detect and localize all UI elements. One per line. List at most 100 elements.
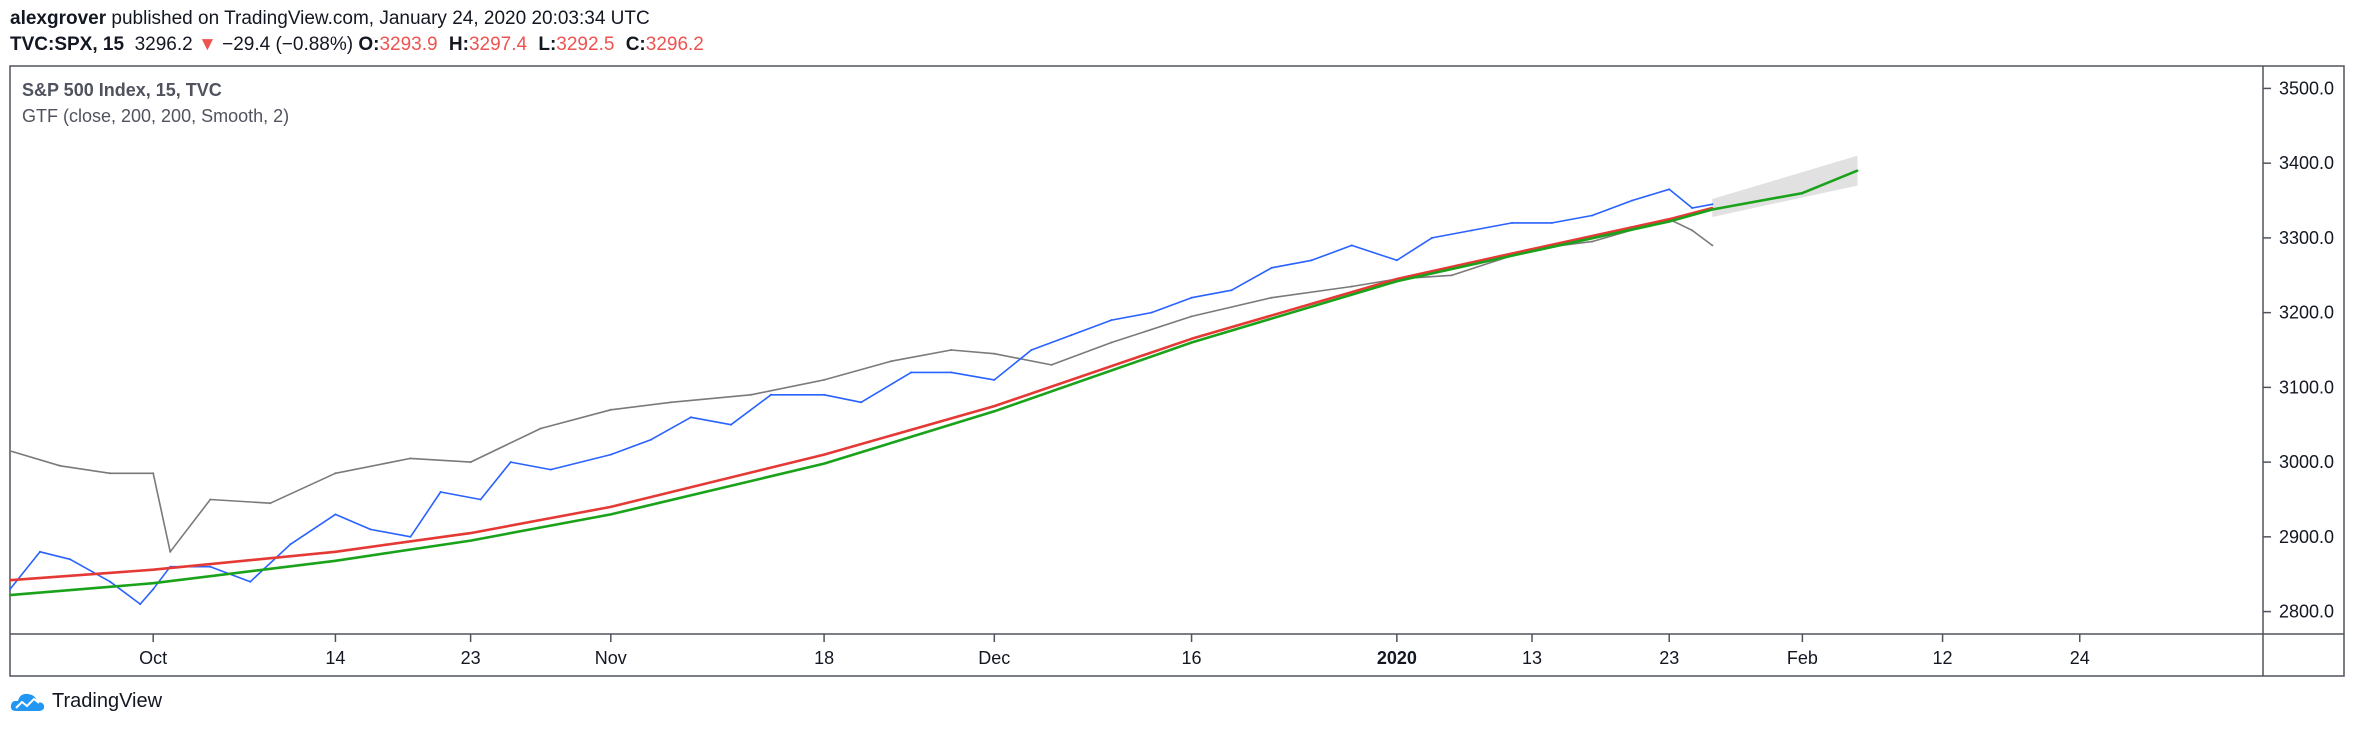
series-2-point	[1190, 337, 1193, 340]
series-3-point	[993, 410, 996, 413]
series-2-point	[1668, 218, 1671, 221]
x-tick-label: Feb	[1787, 648, 1818, 668]
x-tick-label: 2020	[1377, 648, 1417, 668]
series-0-point	[609, 408, 612, 411]
last-price: 3296.2	[134, 34, 193, 55]
tradingview-logo[interactable]: TradingView	[10, 690, 162, 713]
series-line-3	[9, 169, 1858, 597]
x-tick-label: 24	[2070, 648, 2090, 668]
low-label: L:	[538, 34, 557, 55]
series-line-1	[9, 188, 1713, 605]
legend-title[interactable]: S&P 500 Index, 15, TVC	[22, 80, 222, 100]
series-3-point	[1801, 192, 1804, 195]
open-label: O:	[358, 34, 380, 55]
y-tick-label: 3100.0	[2279, 377, 2334, 397]
series-0-point	[750, 393, 752, 396]
series-0-point	[823, 378, 826, 381]
series-1-point	[1470, 229, 1473, 232]
series-layer	[9, 169, 1859, 606]
y-tick-label: 3400.0	[2279, 153, 2334, 173]
x-tick-label: Nov	[595, 648, 627, 668]
series-1-point	[9, 588, 11, 591]
series-1-point	[1150, 311, 1153, 314]
series-1-point	[1631, 199, 1634, 202]
series-1-point	[1070, 334, 1073, 337]
series-3-point	[152, 582, 155, 585]
indicator-legend[interactable]: GTF (close, 200, 200, Smooth, 2)	[22, 106, 289, 126]
series-0-point	[1110, 341, 1113, 344]
high-label: H:	[448, 34, 469, 55]
y-tick-label: 3500.0	[2279, 78, 2334, 98]
series-1-point	[1350, 244, 1353, 247]
open-value: 3293.9	[379, 34, 438, 55]
time-axis[interactable]: Oct 14 23 Nov 18 Dec 16 2020 13 23 Feb 12 24	[139, 634, 2090, 668]
series-1-point	[1511, 221, 1513, 224]
series-1-point	[1395, 259, 1398, 262]
series-0-point	[1050, 363, 1053, 366]
y-tick-label: 3200.0	[2279, 303, 2334, 323]
series-1-point	[823, 393, 826, 396]
series-0-point	[539, 427, 542, 430]
series-2-point	[609, 505, 612, 508]
x-tick-label: 12	[1933, 648, 1953, 668]
series-1-point	[860, 401, 863, 404]
series-0-point	[9, 449, 11, 452]
series-1-point	[209, 565, 212, 568]
series-0-point	[1270, 296, 1273, 299]
series-1-point	[1270, 266, 1273, 269]
series-3-point	[1190, 341, 1193, 344]
series-3-point	[1711, 208, 1714, 211]
price-change: −29.4 (−0.88%)	[222, 34, 354, 55]
series-0-point	[1691, 229, 1694, 232]
series-1-point	[334, 513, 337, 516]
series-0-point	[169, 550, 172, 553]
down-arrow-icon: ▼	[198, 34, 217, 55]
series-0-point	[469, 461, 472, 464]
series-3-point	[334, 559, 337, 562]
series-2-point	[823, 453, 826, 456]
series-1-point	[1551, 221, 1554, 224]
series-1-point	[249, 580, 252, 583]
series-0-point	[890, 360, 893, 363]
author-name[interactable]: alexgrover	[10, 8, 107, 29]
series-1-point	[1691, 207, 1694, 209]
series-0-point	[409, 457, 412, 460]
plot-frame	[9, 65, 2345, 677]
y-tick-label: 2800.0	[2279, 602, 2334, 622]
x-tick-label: 13	[1522, 648, 1542, 668]
brand-name: TradingView	[52, 690, 163, 712]
series-2-point	[334, 550, 337, 553]
forecast-band	[1712, 155, 1858, 217]
series-0-point	[1591, 240, 1594, 243]
series-1-point	[109, 580, 112, 583]
series-1-point	[689, 416, 692, 419]
series-1-point	[69, 558, 72, 561]
series-0-point	[109, 472, 112, 475]
series-1-point	[1230, 289, 1233, 292]
publish-header: alexgrover published on TradingView.com,…	[10, 5, 650, 33]
series-1-point	[479, 498, 482, 501]
y-tick-label: 3300.0	[2279, 228, 2334, 248]
series-1-point	[993, 378, 996, 381]
series-3-point	[823, 462, 826, 465]
series-2-point	[1395, 278, 1398, 280]
series-0-point	[1350, 285, 1353, 288]
series-1-point	[1310, 259, 1313, 262]
series-0-point	[152, 472, 155, 475]
series-0-point	[1450, 274, 1453, 277]
series-0-point	[334, 472, 337, 475]
series-line-0	[9, 218, 1713, 553]
series-1-point	[1190, 296, 1193, 299]
series-0-point	[269, 502, 272, 505]
x-tick-label: 18	[814, 648, 834, 668]
series-0-point	[59, 464, 62, 467]
series-1-point	[369, 528, 372, 531]
price-axis[interactable]: 2800.0 2900.0 3000.0 3100.0 3200.0 3300.0 3400…	[2263, 78, 2334, 622]
series-3-point	[1856, 169, 1859, 172]
series-2-point	[9, 579, 11, 582]
series-1-point	[549, 468, 552, 471]
series-3-point	[609, 513, 612, 516]
series-line-2	[9, 206, 1713, 582]
ticker-bar: TVC:SPX, 15 3296.2 ▼ −29.4 (−0.88%) O:32…	[10, 31, 710, 59]
